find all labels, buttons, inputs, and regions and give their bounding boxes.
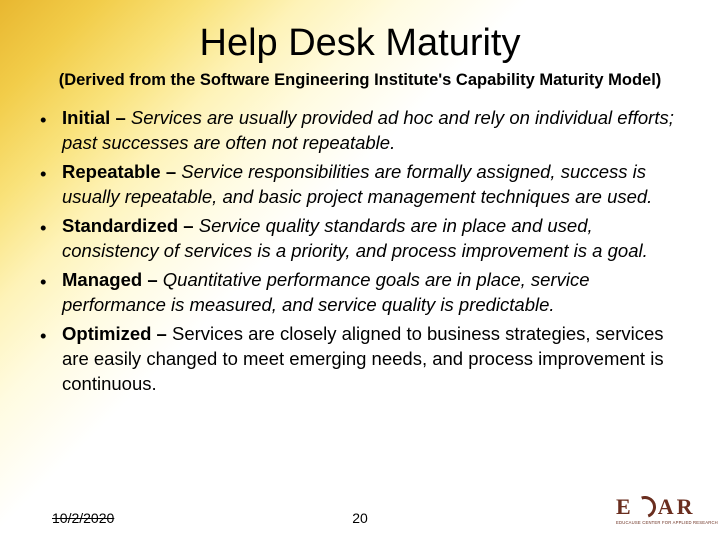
logo-main-text: E A R — [616, 496, 693, 518]
list-item-body: Managed – Quantitative performance goals… — [62, 268, 684, 318]
item-dash: – — [161, 161, 182, 182]
item-label: Optimized — [62, 323, 151, 344]
ecar-logo: E A R EDUCAUSE CENTER FOR APPLIED RESEAR… — [616, 496, 706, 530]
logo-subtext: EDUCAUSE CENTER FOR APPLIED RESEARCH — [616, 520, 718, 525]
list-item-body: Initial – Services are usually provided … — [62, 106, 684, 156]
list-item: • Repeatable – Service responsibilities … — [40, 160, 684, 210]
slide-title: Help Desk Maturity — [36, 22, 684, 65]
item-dash: – — [142, 269, 163, 290]
slide: Help Desk Maturity (Derived from the Sof… — [0, 0, 720, 540]
logo-letter: A — [658, 496, 675, 518]
item-dash: – — [151, 323, 172, 344]
slide-footer: 10/2/2020 20 — [0, 510, 720, 526]
item-label: Initial — [62, 107, 110, 128]
item-dash: – — [178, 215, 199, 236]
item-label: Managed — [62, 269, 142, 290]
bullet-icon: • — [40, 322, 62, 349]
item-label: Standardized — [62, 215, 178, 236]
bullet-list: • Initial – Services are usually provide… — [36, 106, 684, 397]
item-label: Repeatable — [62, 161, 161, 182]
list-item: • Optimized – Services are closely align… — [40, 322, 684, 397]
bullet-icon: • — [40, 160, 62, 187]
item-dash: – — [110, 107, 131, 128]
list-item-body: Standardized – Service quality standards… — [62, 214, 684, 264]
list-item-body: Repeatable – Service responsibilities ar… — [62, 160, 684, 210]
footer-date: 10/2/2020 — [52, 510, 114, 526]
bullet-icon: • — [40, 106, 62, 133]
logo-letter: R — [677, 496, 694, 518]
logo-letter: E — [616, 496, 632, 518]
list-item: • Initial – Services are usually provide… — [40, 106, 684, 156]
list-item: • Standardized – Service quality standar… — [40, 214, 684, 264]
bullet-icon: • — [40, 268, 62, 295]
logo-arc-icon — [634, 496, 656, 518]
list-item: • Managed – Quantitative performance goa… — [40, 268, 684, 318]
bullet-icon: • — [40, 214, 62, 241]
slide-subtitle: (Derived from the Software Engineering I… — [36, 71, 684, 90]
item-desc: Services are usually provided ad hoc and… — [62, 107, 674, 153]
list-item-body: Optimized – Services are closely aligned… — [62, 322, 684, 397]
